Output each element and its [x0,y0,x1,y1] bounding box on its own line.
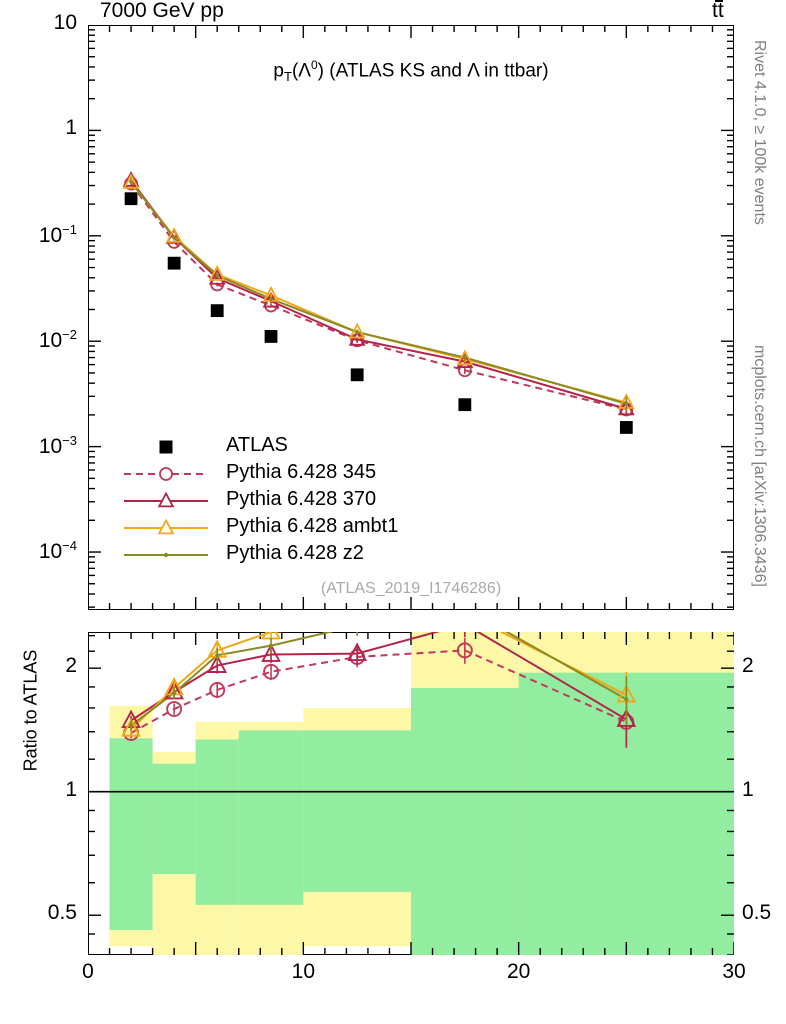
analysis-watermark: (ATLAS_2019_I1746286) [320,580,502,597]
mcplots-source-note: mcplots.cern.ch [arXiv:1306.3436] [751,345,768,587]
plot-title: pT(Λ0) (ATLAS KS and Λ in ttbar) [88,58,734,84]
main-y-tick-label-10⁻¹: 10−1 [38,221,77,247]
ratio-y-tick-label-right-1: 1 [742,777,754,801]
main-plot-canvas [88,25,734,610]
legend-label-4: Pythia 6.428 z2 [226,542,364,564]
dot-marker [120,544,212,564]
legend-item-4: Pythia 6.428 z2 [120,540,398,567]
triangle-marker [120,490,212,510]
legend-item-0: ATLAS [120,432,398,459]
legend-item-1: Pythia 6.428 345 [120,459,398,486]
legend-item-3: Pythia 6.428 ambt1 [120,513,398,540]
plot-title-open: (Λ [291,60,311,82]
main-y-tick-label-10⁻²: 10−2 [38,327,77,353]
beam-energy-label: 7000 GeV pp [100,0,224,22]
main-plot-panel [88,25,734,610]
plot-title-sub: T [283,69,292,85]
main-y-tick-label-10: 10 [53,11,77,34]
legend-label-2: Pythia 6.428 370 [226,488,377,510]
ratio-y-tick-label-2: 2 [65,654,77,678]
process-label: tt [712,0,724,22]
main-y-tick-label-10⁻³: 10−3 [38,432,77,458]
rivet-version-note: Rivet 4.1.0, ≥ 100k events [751,40,768,225]
main-y-tick-label-10⁻⁴: 10−4 [38,538,77,564]
legend-label-3: Pythia 6.428 ambt1 [226,515,399,537]
legend-item-2: Pythia 6.428 370 [120,486,398,513]
legend-label-1: Pythia 6.428 345 [226,461,377,483]
x-tick-label-30: 30 [722,960,746,983]
x-tick-label-10: 10 [291,960,315,983]
ratio-y-tick-label-right-0.5: 0.5 [742,901,772,925]
main-y-tick-label-1: 1 [65,116,77,140]
circle-marker [120,463,212,483]
legend: ATLAS Pythia 6.428 345 Pythia 6.428 370 Pyt… [120,432,398,567]
ratio-y-tick-label-0.5: 0.5 [47,901,77,925]
triangle-marker [120,517,212,537]
plot-title-pt: p [273,60,284,82]
legend-label-0: ATLAS [226,434,288,456]
ratio-plot-canvas [88,632,734,955]
x-tick-label-0: 0 [82,960,94,983]
ratio-y-tick-label-1: 1 [65,777,77,801]
plot-title-close: ) (ATLAS KS and Λ in ttbar) [317,60,549,82]
x-tick-label-20: 20 [506,960,531,983]
square-marker [120,436,212,456]
plot-title-sup: 0 [310,58,318,72]
ratio-y-tick-label-right-2: 2 [742,654,754,678]
